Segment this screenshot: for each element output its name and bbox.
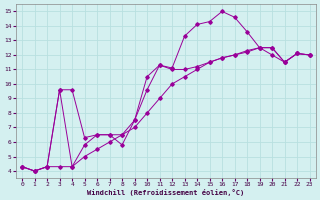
X-axis label: Windchill (Refroidissement éolien,°C): Windchill (Refroidissement éolien,°C) xyxy=(87,189,244,196)
